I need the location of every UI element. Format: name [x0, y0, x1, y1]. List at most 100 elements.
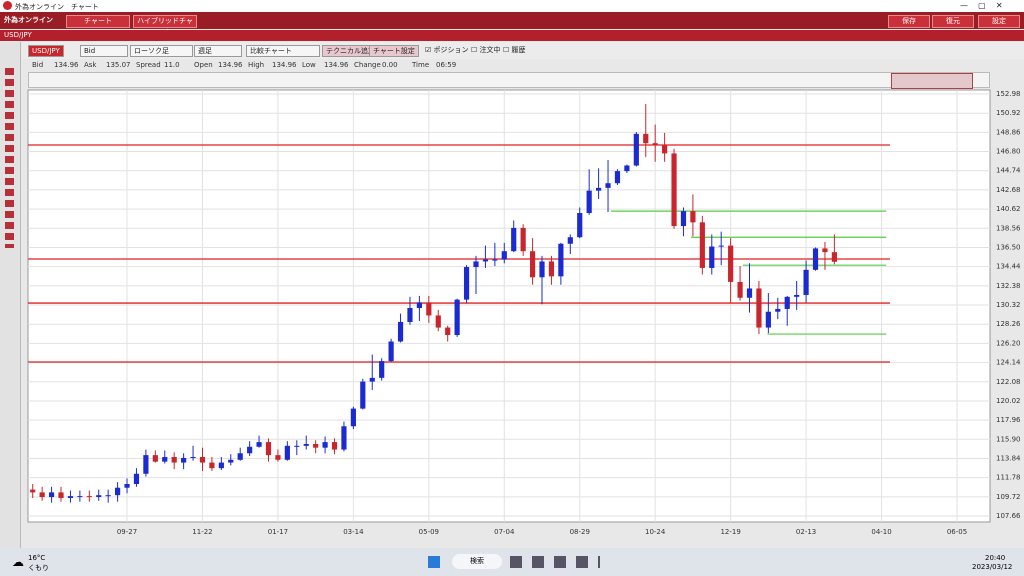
candle-body	[105, 495, 111, 497]
candle-body	[596, 187, 602, 191]
info-value: 135.07	[106, 61, 131, 69]
candle-body	[284, 445, 290, 460]
info-value: 134.96	[218, 61, 243, 69]
candle-body	[445, 327, 451, 336]
navigator[interactable]	[28, 72, 990, 89]
side-select[interactable]: Bid	[80, 45, 128, 57]
candle-body	[709, 246, 715, 268]
y-tick-label: 136.50	[996, 243, 1021, 251]
left-toolbar	[0, 42, 21, 548]
x-tick-label: 02-13	[796, 528, 816, 536]
candle-body	[605, 183, 611, 188]
window-title: 外為オンライン チャート	[15, 3, 99, 11]
candle-body	[360, 381, 366, 409]
info-label: Ask	[84, 61, 97, 69]
candle-body	[746, 288, 753, 298]
candle-body	[133, 473, 140, 485]
info-value: 11.0	[164, 61, 180, 69]
y-tick-label: 122.08	[996, 378, 1021, 386]
check-orders[interactable]: ☐ 注文中	[471, 46, 501, 54]
candle-body	[728, 245, 734, 282]
start-button[interactable]	[428, 556, 440, 568]
pair-select[interactable]: USD/JPY	[28, 45, 64, 57]
taskbar-apps[interactable]	[510, 556, 600, 568]
tab[interactable]: ハイブリッドチャート	[133, 15, 197, 36]
navigator-window[interactable]	[891, 73, 973, 89]
candle-body	[539, 261, 545, 278]
candle-body	[765, 311, 771, 328]
period-select[interactable]: 週足	[194, 45, 242, 57]
candle-body	[256, 442, 262, 447]
candle-body	[812, 248, 819, 270]
candle-body	[30, 489, 36, 493]
candle-body	[520, 227, 526, 252]
candle-body	[265, 442, 272, 456]
candle-body	[96, 495, 102, 498]
y-tick-label: 132.38	[996, 282, 1021, 290]
search-box[interactable]: 検索	[452, 554, 502, 569]
kind-select[interactable]: ローソク足	[130, 45, 193, 57]
weather-icon: ☁	[12, 555, 24, 569]
window-controls[interactable]: — ▢ ✕	[960, 1, 1003, 10]
candle-body	[331, 442, 338, 450]
candle-body	[397, 321, 404, 342]
candle-body	[199, 456, 206, 463]
button[interactable]: 復元	[932, 15, 974, 28]
y-tick-label: 140.62	[996, 205, 1021, 213]
candle-body	[529, 251, 536, 278]
y-tick-label: 117.96	[996, 416, 1021, 424]
info-label: Low	[302, 61, 316, 69]
clock-time: 20:40	[985, 554, 1006, 562]
y-tick-label: 109.72	[996, 493, 1021, 501]
info-label: Open	[194, 61, 213, 69]
check-label: 履歴	[511, 46, 526, 54]
weather: くもり	[28, 564, 49, 572]
candle-body	[803, 269, 809, 295]
candle-body	[152, 455, 158, 462]
candle-body	[48, 492, 55, 498]
button[interactable]: 設定	[978, 15, 1020, 28]
tool-icons[interactable]	[5, 68, 14, 248]
candle-body	[614, 171, 621, 184]
info-value: 06:59	[436, 61, 457, 69]
candle-body	[341, 426, 347, 450]
candle-body	[86, 496, 92, 498]
x-tick-label: 07-04	[494, 528, 515, 536]
candle-body	[181, 457, 187, 463]
button[interactable]: 保存	[888, 15, 930, 28]
info-label: Bid	[32, 61, 44, 69]
candle-body	[350, 408, 356, 427]
info-label: Spread	[136, 61, 161, 69]
candle-body	[473, 261, 479, 268]
clock-date: 2023/03/12	[972, 563, 1013, 571]
x-tick-label: 12-19	[720, 528, 740, 536]
compare-button[interactable]: 比較チャート	[246, 45, 320, 57]
check-position[interactable]: ☑ ポジション	[425, 46, 469, 54]
settings-button[interactable]: チャート設定	[369, 45, 419, 57]
y-tick-label: 142.68	[996, 186, 1021, 194]
candle-body	[58, 492, 64, 498]
candle-body	[67, 496, 74, 498]
plot-area	[27, 89, 991, 523]
candle-body	[115, 487, 121, 496]
candle-body	[511, 227, 517, 252]
title-bar: 外為オンライン チャート — ▢ ✕	[0, 0, 1024, 12]
info-value: 0.00	[382, 61, 398, 69]
candle-body	[756, 288, 762, 328]
candle-body	[671, 153, 677, 227]
candle-body	[482, 259, 489, 262]
info-label: High	[248, 61, 265, 69]
candle-body	[237, 453, 243, 460]
x-tick-label: 06-05	[947, 528, 967, 536]
candle-body	[303, 443, 309, 446]
toolbar: USD/JPY Bid ローソク足 週足 比較チャート テクニカル追加 チャート…	[22, 42, 1024, 59]
candle-body	[143, 455, 149, 474]
chart: 152.98 150.92 148.86 146.80 144.74 142.68 140.…	[27, 89, 1021, 536]
tab[interactable]: チャート	[66, 15, 130, 28]
check-history[interactable]: ☐ 履歴	[503, 46, 526, 54]
candle-body	[77, 496, 83, 498]
check-label: 注文中	[479, 46, 501, 54]
candle-body	[190, 456, 196, 458]
candle-body	[643, 133, 649, 144]
